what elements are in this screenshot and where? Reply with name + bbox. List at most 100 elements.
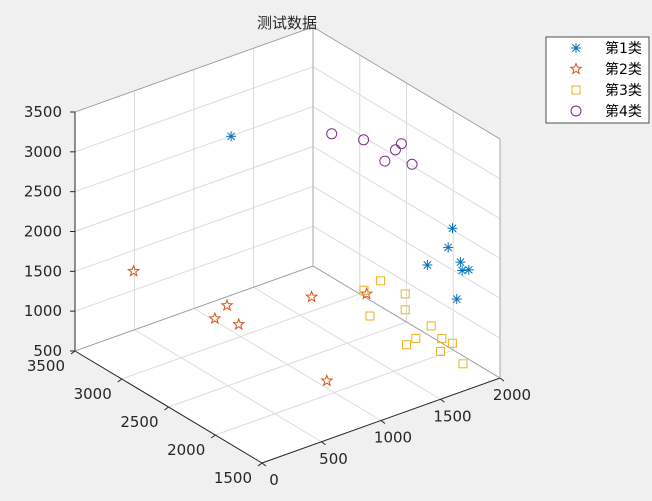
asterisk-marker bbox=[455, 257, 466, 268]
circle-marker bbox=[389, 144, 401, 156]
grid-line bbox=[312, 185, 501, 299]
asterisk-marker bbox=[463, 264, 474, 275]
square-marker bbox=[359, 285, 369, 295]
legend-label: 第4类 bbox=[605, 103, 642, 120]
grid-line bbox=[215, 349, 454, 436]
z-tick-label: 3500 bbox=[24, 103, 62, 121]
box-edge bbox=[74, 265, 314, 352]
asterisk-marker bbox=[422, 259, 433, 270]
asterisk-marker bbox=[447, 223, 458, 234]
x-tick-label: 2000 bbox=[493, 386, 531, 404]
x-tick-mark bbox=[261, 462, 267, 467]
marker-stroke bbox=[456, 258, 465, 267]
pentagram-marker bbox=[127, 264, 141, 277]
x-tick-mark bbox=[499, 377, 505, 382]
square-marker bbox=[400, 305, 410, 315]
grid-line bbox=[168, 321, 407, 408]
circle-marker bbox=[358, 134, 370, 146]
asterisk-marker bbox=[451, 294, 462, 305]
grid-line bbox=[74, 185, 314, 272]
y-tick-label: 3000 bbox=[74, 385, 112, 403]
pentagram-marker bbox=[569, 62, 583, 75]
circle-marker bbox=[395, 138, 407, 150]
square-marker bbox=[400, 289, 410, 299]
marker-stroke bbox=[572, 44, 580, 52]
pentagram-marker bbox=[320, 373, 334, 387]
y-tick-mark bbox=[164, 406, 169, 411]
y-tick-mark bbox=[257, 462, 263, 467]
x-tick-label: 500 bbox=[319, 450, 348, 468]
legend-label: 第2类 bbox=[605, 61, 642, 78]
y-tick-mark bbox=[117, 378, 123, 383]
marker-stroke bbox=[227, 132, 236, 141]
grid-line bbox=[74, 225, 314, 312]
x-tick-mark bbox=[321, 441, 326, 446]
series-group bbox=[359, 276, 468, 369]
asterisk-marker bbox=[443, 242, 454, 253]
chart-title: 测试数据 bbox=[257, 14, 317, 32]
data-markers bbox=[127, 128, 474, 387]
y-tick-label: 3500 bbox=[27, 357, 65, 375]
y-tick-label: 2500 bbox=[120, 413, 158, 431]
z-tick-labels: 500 1000 1500 2000 2500 3000 3500 bbox=[24, 103, 75, 360]
box-edge bbox=[312, 265, 501, 379]
x-tick-mark bbox=[380, 420, 386, 424]
legend-box bbox=[545, 36, 650, 124]
grid-line bbox=[312, 146, 501, 259]
square-marker bbox=[426, 321, 436, 331]
pentagram-marker bbox=[305, 289, 319, 303]
marker-stroke bbox=[452, 295, 461, 304]
x-tick-label: 1500 bbox=[433, 407, 471, 425]
y-tick-labels: 1500 2000 2500 3000 3500 bbox=[27, 350, 263, 487]
circle-marker bbox=[406, 158, 418, 170]
grid-line bbox=[312, 66, 501, 180]
x-tick-label: 0 bbox=[269, 471, 279, 489]
circle-marker bbox=[379, 155, 391, 167]
grid-line bbox=[74, 146, 314, 232]
x-tick-mark bbox=[440, 398, 445, 403]
grid-line bbox=[312, 106, 501, 220]
z-tick-label: 1500 bbox=[24, 262, 62, 280]
square-marker bbox=[436, 346, 445, 356]
circle-marker bbox=[326, 128, 338, 140]
square-marker bbox=[437, 334, 447, 344]
box-edge bbox=[74, 26, 314, 113]
x-tick-label: 1000 bbox=[374, 429, 412, 447]
grid-line bbox=[312, 225, 501, 339]
square-marker bbox=[571, 85, 581, 95]
square-marker bbox=[458, 359, 468, 369]
series-group bbox=[226, 131, 474, 305]
square-marker bbox=[376, 276, 386, 286]
grid-line bbox=[74, 66, 314, 153]
square-marker bbox=[447, 338, 457, 348]
square-marker bbox=[402, 340, 411, 350]
circle-marker bbox=[570, 105, 582, 117]
pentagram-marker bbox=[220, 298, 234, 312]
series-group bbox=[326, 128, 418, 170]
asterisk-marker bbox=[571, 43, 581, 53]
z-tick-label: 1000 bbox=[24, 302, 62, 320]
z-tick-label: 500 bbox=[33, 342, 62, 360]
grid-line bbox=[74, 106, 314, 193]
y-tick-label: 1500 bbox=[214, 469, 252, 487]
marker-stroke bbox=[423, 261, 432, 269]
square-marker bbox=[365, 311, 375, 321]
marker-stroke bbox=[458, 266, 467, 275]
x-tick-labels: 0 500 1000 1500 2000 bbox=[261, 377, 531, 489]
pentagram-marker bbox=[208, 311, 222, 325]
y-tick-label: 2000 bbox=[167, 441, 205, 459]
legend-label: 第3类 bbox=[605, 82, 642, 99]
square-marker bbox=[411, 333, 421, 343]
pentagram-marker bbox=[232, 317, 246, 331]
y-tick-mark bbox=[210, 434, 216, 439]
z-tick-label: 2500 bbox=[24, 183, 62, 201]
marker-stroke bbox=[464, 265, 473, 274]
grid-line bbox=[121, 293, 360, 380]
marker-stroke bbox=[448, 224, 457, 233]
marker-stroke bbox=[444, 243, 453, 252]
asterisk-marker bbox=[457, 265, 468, 276]
pentagram-marker bbox=[359, 286, 374, 300]
